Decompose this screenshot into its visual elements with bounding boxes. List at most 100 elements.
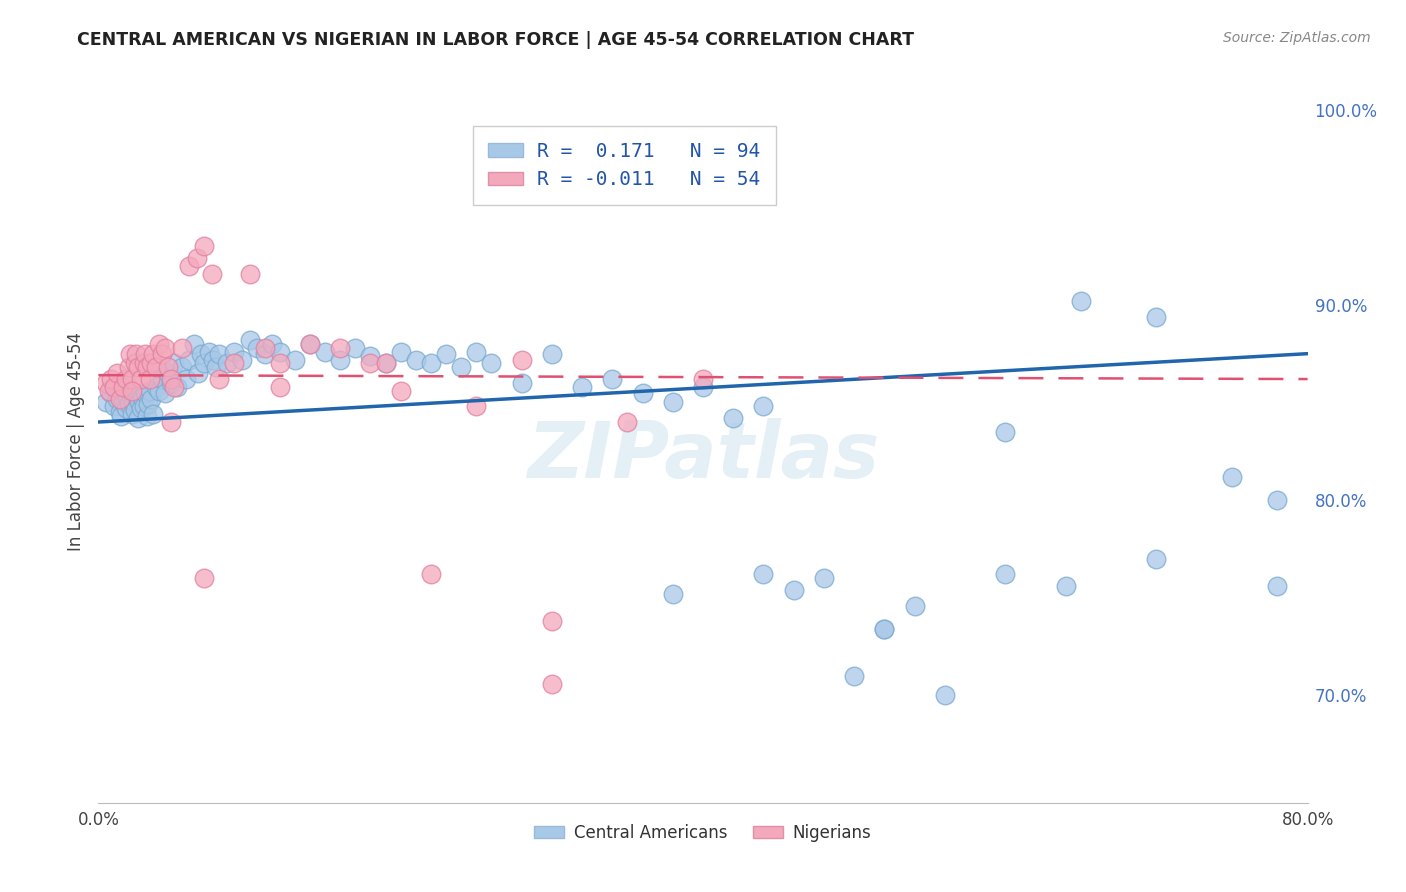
Point xyxy=(186,251,208,265)
Point xyxy=(108,405,131,419)
Point xyxy=(360,349,382,363)
Point xyxy=(135,409,157,424)
Point xyxy=(98,384,121,398)
Point xyxy=(103,380,125,394)
Point xyxy=(481,356,503,370)
Point xyxy=(246,341,269,355)
Point xyxy=(540,676,562,690)
Point xyxy=(139,372,162,386)
Point xyxy=(111,393,134,408)
Point xyxy=(420,356,443,370)
Point xyxy=(434,346,457,360)
Point xyxy=(1220,469,1243,483)
Point xyxy=(540,614,562,628)
Point xyxy=(190,346,212,360)
Point xyxy=(631,385,654,400)
Point xyxy=(141,356,163,370)
Point xyxy=(723,411,745,425)
Point xyxy=(163,356,186,370)
Point xyxy=(208,372,231,386)
Point xyxy=(329,341,352,355)
Point xyxy=(1144,310,1167,324)
Point xyxy=(105,366,128,380)
Point xyxy=(153,341,176,355)
Point xyxy=(120,384,142,398)
Point xyxy=(193,571,215,585)
Point xyxy=(94,376,117,390)
Point xyxy=(571,380,593,394)
Point xyxy=(129,372,152,386)
Point xyxy=(145,360,167,375)
Point xyxy=(193,239,215,253)
Point xyxy=(239,267,262,281)
Point xyxy=(187,366,209,380)
Point xyxy=(105,392,128,406)
Point xyxy=(110,409,132,424)
Point xyxy=(120,346,142,360)
Point xyxy=(661,587,683,601)
Point xyxy=(450,360,472,375)
Point xyxy=(103,400,125,414)
Point xyxy=(208,346,231,360)
Point xyxy=(224,344,246,359)
Point xyxy=(284,352,307,367)
Point xyxy=(142,346,165,360)
Point xyxy=(148,384,170,398)
Point xyxy=(844,669,866,683)
Point xyxy=(156,360,179,375)
Point xyxy=(269,380,291,394)
Point xyxy=(934,689,956,703)
Point xyxy=(160,376,183,390)
Point xyxy=(131,390,153,404)
Point xyxy=(253,346,276,360)
Point xyxy=(215,356,238,370)
Point xyxy=(465,344,488,359)
Point xyxy=(122,393,145,408)
Y-axis label: In Labor Force | Age 45-54: In Labor Force | Age 45-54 xyxy=(66,332,84,551)
Point xyxy=(108,392,131,406)
Legend: Central Americans, Nigerians: Central Americans, Nigerians xyxy=(527,817,879,848)
Point xyxy=(269,356,291,370)
Point xyxy=(127,411,149,425)
Point xyxy=(132,356,155,370)
Point xyxy=(239,333,262,347)
Point xyxy=(873,622,896,636)
Point xyxy=(179,352,201,367)
Point xyxy=(124,403,146,417)
Point xyxy=(100,385,122,400)
Point xyxy=(253,341,276,355)
Point xyxy=(170,360,193,375)
Point xyxy=(1267,579,1289,593)
Point xyxy=(344,341,367,355)
Point xyxy=(166,380,188,394)
Point xyxy=(114,372,136,386)
Point xyxy=(121,384,143,398)
Point xyxy=(510,376,533,390)
Point xyxy=(420,567,443,582)
Point xyxy=(142,407,165,421)
Text: ZIPatlas: ZIPatlas xyxy=(527,418,879,494)
Point xyxy=(129,401,152,416)
Point xyxy=(873,622,896,636)
Point xyxy=(224,356,246,370)
Point xyxy=(118,397,141,411)
Point xyxy=(125,387,148,401)
Point xyxy=(616,415,638,429)
Point xyxy=(904,599,927,613)
Point xyxy=(299,337,322,351)
Point xyxy=(160,415,183,429)
Point xyxy=(602,372,624,386)
Point xyxy=(128,395,150,409)
Point xyxy=(132,400,155,414)
Point xyxy=(121,372,143,386)
Point xyxy=(299,337,322,351)
Point xyxy=(360,356,382,370)
Point xyxy=(118,360,141,375)
Point xyxy=(329,352,352,367)
Point xyxy=(262,337,284,351)
Point xyxy=(374,356,396,370)
Point xyxy=(752,567,775,582)
Point xyxy=(1144,551,1167,566)
Point xyxy=(197,344,219,359)
Point xyxy=(156,366,179,380)
